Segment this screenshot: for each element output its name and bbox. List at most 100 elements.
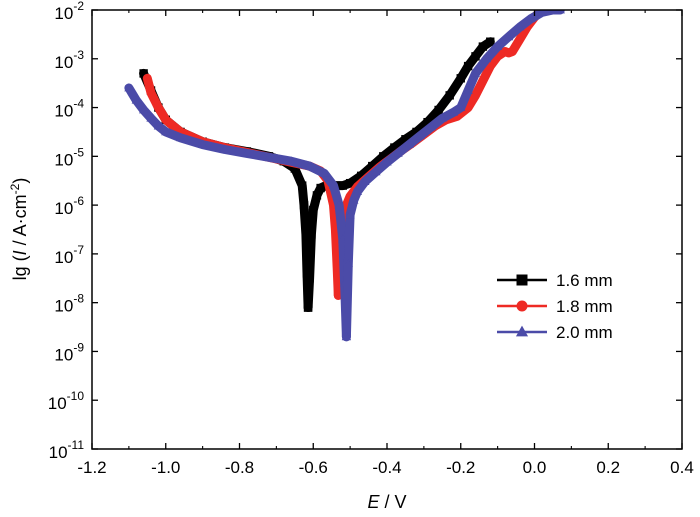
data-point (456, 74, 465, 83)
data-point (423, 117, 432, 127)
legend: 1.6 mm 1.8 mm 2.0 mm (497, 271, 613, 342)
legend-label: 2.0 mm (556, 323, 613, 342)
x-tick-label: -0.2 (446, 458, 475, 477)
data-point (312, 191, 322, 200)
legend-marker (515, 325, 529, 337)
data-point (401, 135, 410, 144)
data-point (345, 178, 355, 188)
data-point (434, 105, 443, 115)
series-band (139, 68, 313, 312)
data-point (463, 85, 473, 94)
data-point (139, 69, 148, 78)
data-point (264, 152, 274, 161)
y-tick-label: 10-5 (54, 145, 84, 169)
data-point (437, 113, 447, 122)
data-point (537, 10, 547, 16)
data-point (515, 35, 524, 44)
x-tick-label: 0.0 (523, 458, 547, 477)
data-point (515, 22, 525, 31)
data-point (301, 230, 311, 239)
y-axis-title: lg (I / A·cm-2) (8, 178, 30, 281)
x-tick-label: -1.0 (151, 458, 180, 477)
data-point (478, 76, 488, 85)
data-point (360, 176, 370, 186)
data-point (445, 91, 454, 100)
data-point (334, 200, 344, 209)
data-point (448, 107, 458, 116)
data-point (175, 132, 186, 142)
data-point (153, 121, 163, 130)
data-point (493, 41, 503, 50)
data-point (426, 122, 436, 131)
data-point (555, 10, 565, 14)
legend-label: 1.6 mm (556, 271, 613, 290)
data-point (304, 161, 315, 170)
legend-label: 1.8 mm (556, 297, 613, 316)
data-point (368, 161, 377, 171)
data-point (297, 181, 307, 190)
data-point (390, 143, 399, 152)
data-point (486, 37, 495, 46)
data-point (146, 88, 156, 98)
x-tick-label: 0.4 (670, 458, 694, 477)
data-point (154, 103, 163, 112)
y-tick-label: 10-6 (54, 194, 84, 218)
data-point (343, 258, 353, 268)
data-point (242, 148, 252, 157)
data-point (382, 157, 392, 166)
legend-marker (516, 300, 528, 312)
data-point (415, 131, 425, 140)
data-point (456, 102, 466, 111)
y-tick-label: 10-10 (48, 389, 85, 413)
series-2 (124, 10, 565, 342)
x-axis-title: E / V (367, 492, 406, 512)
data-point (352, 186, 363, 195)
data-point (316, 183, 325, 193)
data-point (319, 168, 329, 177)
x-tick-label: -1.2 (77, 458, 106, 477)
data-point (504, 31, 514, 41)
x-tick-label: 0.2 (596, 458, 620, 477)
data-point (345, 210, 355, 219)
data-point (526, 13, 536, 23)
tick-labels: -1.2 -1.0 -0.8 -0.6 -0.4 -0.2 0.0 0.2 0.4 10-2 10-… (48, 0, 694, 477)
data-point (161, 127, 171, 136)
data-point (471, 91, 480, 100)
series-layer (124, 10, 565, 342)
data-point (299, 200, 309, 210)
data-point (334, 291, 343, 300)
axis-ticks (91, 9, 683, 450)
data-point (371, 167, 381, 176)
data-point (470, 68, 481, 77)
data-point (463, 61, 473, 71)
legend-marker (516, 274, 528, 286)
data-point (471, 52, 480, 61)
data-point (307, 230, 316, 239)
data-point (286, 156, 296, 165)
data-point (220, 144, 230, 153)
data-point (412, 127, 421, 137)
y-tick-label: 10-2 (54, 0, 84, 23)
x-tick-label: -0.8 (225, 458, 254, 477)
data-point (161, 115, 170, 124)
data-point (139, 105, 149, 114)
data-point (338, 181, 347, 190)
data-point (305, 274, 314, 283)
y-tick-label: 10-4 (54, 97, 84, 121)
y-tick-label: 10-11 (49, 438, 85, 462)
y-tick-label: 10-8 (54, 292, 84, 316)
x-tick-label: -0.4 (372, 458, 401, 477)
data-point (198, 139, 208, 148)
data-point (341, 331, 352, 341)
data-point (303, 303, 313, 312)
y-tick-label: 10-7 (54, 243, 84, 267)
data-point (379, 152, 388, 161)
data-point (481, 53, 492, 63)
data-point (393, 148, 403, 157)
data-point (143, 74, 152, 83)
data-point (146, 113, 156, 122)
plot-frame (91, 9, 683, 450)
data-point (508, 47, 517, 56)
data-point (328, 180, 339, 189)
